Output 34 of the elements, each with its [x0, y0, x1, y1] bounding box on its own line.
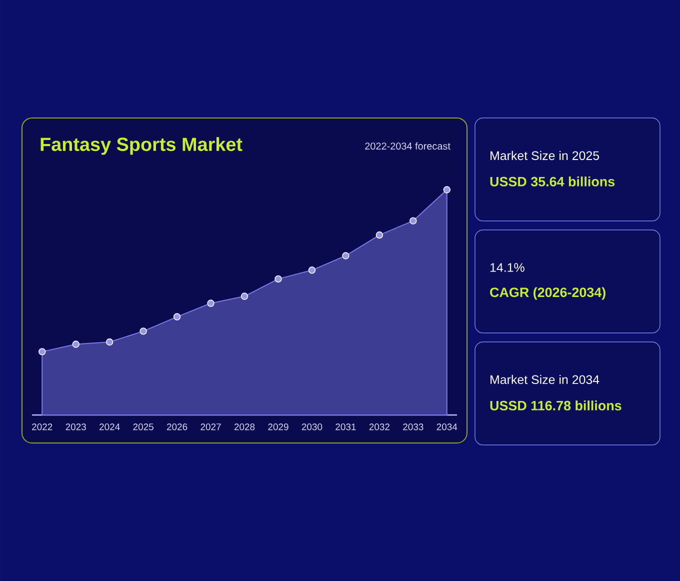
x-tick-label: 2025	[133, 424, 154, 430]
x-tick-label: 2026	[166, 424, 188, 430]
x-tick-label: 2032	[369, 424, 390, 430]
point	[140, 328, 147, 335]
text: USSD 116.78 billions	[490, 400, 622, 410]
x-tick-label: 2029	[268, 424, 288, 430]
point	[342, 252, 350, 260]
point	[240, 292, 248, 300]
x-tick-label: 2023	[66, 424, 86, 430]
x-tick-label: 2028	[234, 424, 255, 430]
x-tick-label: 2033	[403, 424, 424, 430]
x-tick-label: 2034	[436, 424, 458, 430]
point	[207, 300, 214, 307]
chart-title: Fantasy Sports Market	[40, 137, 242, 155]
text: 14.1%	[490, 263, 524, 272]
point	[308, 266, 316, 274]
point	[38, 348, 46, 356]
text: Market Size in 2034	[490, 374, 600, 384]
x-tick-label: 2030	[302, 424, 322, 430]
point	[106, 338, 114, 346]
chart-subtitle: 2022-2034 forecast	[365, 142, 450, 150]
point	[376, 231, 384, 239]
x-tick-label: 2031	[336, 424, 356, 430]
text: USSD 35.64 billions	[490, 176, 615, 186]
point	[72, 340, 80, 348]
point	[410, 217, 417, 224]
point	[274, 275, 282, 283]
x-tick-label: 2027	[200, 424, 221, 430]
text: CAGR (2026-2034)	[490, 287, 606, 300]
x-tick-label: 2022	[32, 424, 52, 430]
x-tick-label: 2024	[100, 424, 120, 430]
point	[173, 313, 181, 320]
point	[443, 186, 450, 194]
text: Market Size in 2025	[490, 150, 600, 160]
